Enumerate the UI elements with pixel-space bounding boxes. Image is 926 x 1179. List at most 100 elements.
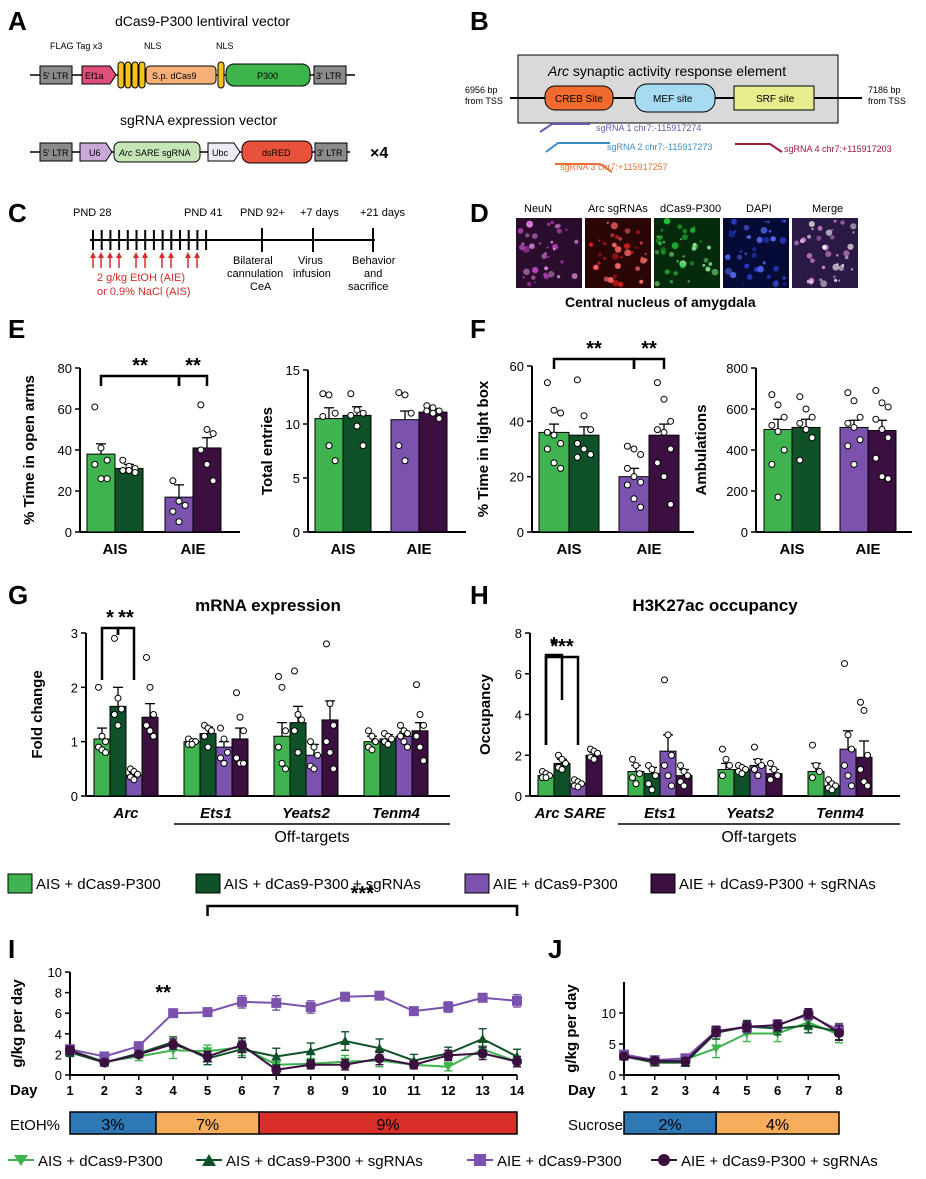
x-tick-label: 8 (835, 1083, 842, 1098)
data-point (848, 782, 856, 790)
micro-cell (588, 242, 594, 247)
data-point (404, 743, 412, 751)
chart-title: mRNA expression (195, 596, 341, 615)
data-point (188, 740, 196, 748)
y-tick-label: 0 (609, 1068, 616, 1083)
data-point (340, 1059, 351, 1070)
ltr3-label: 3' LTR (316, 71, 342, 81)
data-point (796, 456, 804, 464)
u6-label: U6 (89, 148, 101, 158)
data-point (628, 774, 636, 782)
srf-label: SRF site (756, 94, 795, 105)
data-point (774, 493, 782, 501)
data-point (209, 430, 217, 438)
micro-cell (644, 252, 647, 255)
data-point (848, 745, 856, 753)
data-point (102, 749, 110, 757)
y-tick-label: 2 (55, 1047, 62, 1062)
data-point (274, 672, 282, 680)
micro-cell (612, 274, 618, 279)
micro-cell (825, 229, 833, 236)
data-point (330, 721, 338, 729)
data-point (305, 1002, 316, 1013)
ef1a-label: Ef1a (85, 71, 104, 81)
band-title: EtOH% (10, 1117, 60, 1134)
x-tick-label: 9 (341, 1083, 348, 1098)
micro-cell (607, 277, 614, 283)
sgrna3-label: sgRNA 3 chr7:+115917257 (560, 162, 668, 172)
legend2-marker-ais-sg (202, 1154, 216, 1166)
panel-label-E: E (8, 314, 25, 344)
micro-cell (525, 233, 530, 238)
data-point (103, 475, 111, 483)
data-point (802, 405, 810, 413)
micro-cell (728, 231, 735, 238)
data-point (550, 459, 558, 467)
y-tick-label: 0 (55, 1068, 62, 1083)
sgrna2-label: sgRNA 2 chr7:-115917273 (607, 142, 712, 152)
micro-cell (682, 228, 688, 234)
data-point (169, 508, 177, 515)
data-point (550, 406, 558, 414)
micro-cell (654, 281, 660, 287)
data-point (331, 409, 339, 417)
chart-title: H3K27ac occupancy (632, 596, 798, 615)
micro-label-merge: Merge (812, 203, 843, 215)
micro-cell (610, 233, 615, 238)
data-point (860, 706, 868, 714)
x-axis-label: Off-targets (721, 829, 796, 846)
data-point (99, 1051, 110, 1062)
micro-cell (764, 220, 767, 223)
data-point (236, 1040, 247, 1051)
data-point (374, 1043, 385, 1053)
bar (289, 722, 307, 797)
y-tick-label: 80 (58, 361, 72, 376)
dose-arrowhead (142, 252, 148, 258)
left-tss: from TSS (465, 96, 503, 106)
y-tick-label: 60 (510, 359, 524, 374)
x-tick-label: 2 (101, 1083, 108, 1098)
micro-cell (531, 275, 536, 280)
legend-swatch-ais-sg (195, 873, 221, 894)
x-tick-label: 4 (170, 1083, 178, 1098)
data-point (435, 415, 443, 423)
data-point (98, 732, 106, 740)
micro-cell (711, 268, 719, 276)
data-point (623, 481, 631, 489)
data-point (319, 412, 327, 420)
micro-cell (689, 227, 696, 233)
data-point (726, 761, 734, 769)
y-tick-label: 5 (293, 471, 300, 486)
data-point (364, 727, 372, 735)
x-tick-label: 1 (620, 1083, 627, 1098)
micro-cell (548, 271, 555, 278)
significance-bracket (116, 626, 136, 680)
data-point (408, 1006, 419, 1017)
data-point (653, 459, 661, 467)
micro-cell (819, 278, 823, 282)
data-point (420, 757, 428, 765)
data-point (133, 1049, 144, 1060)
micro-cell (671, 242, 679, 250)
data-point (630, 445, 638, 453)
y-tick-label: 4 (55, 1027, 62, 1042)
y-tick-label: 0 (65, 525, 72, 540)
panel-label-B: B (470, 6, 489, 36)
data-point (200, 732, 208, 740)
data-point (774, 428, 782, 436)
data-point (368, 746, 376, 754)
micro-cell (612, 253, 619, 260)
x-category-label: Arc (112, 805, 139, 822)
data-point (359, 442, 367, 450)
dose-arrowhead (90, 252, 96, 258)
y-tick-label: 6 (515, 667, 522, 682)
data-point (667, 445, 675, 453)
bar (114, 467, 144, 533)
micro-cell (571, 273, 578, 279)
y-tick-label: 0 (515, 789, 522, 804)
significance-bracket (99, 374, 181, 386)
data-point (197, 401, 205, 409)
data-point (340, 991, 351, 1002)
data-point (477, 992, 488, 1003)
data-point (864, 782, 872, 790)
